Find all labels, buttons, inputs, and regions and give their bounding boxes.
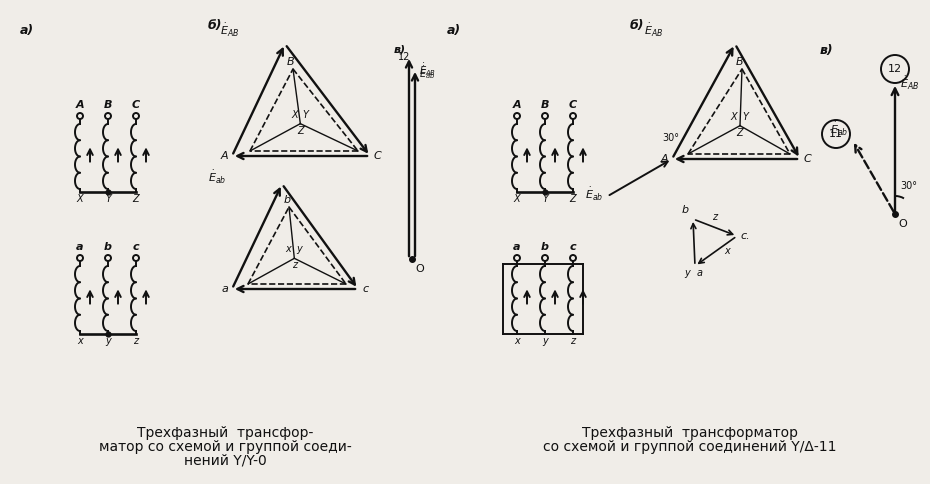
Text: c: c <box>570 242 577 252</box>
Text: B: B <box>287 57 295 67</box>
Text: z: z <box>712 212 718 223</box>
Text: y: y <box>105 336 111 346</box>
Text: б): б) <box>630 19 644 32</box>
Text: $\dot{E}_{AB}$: $\dot{E}_{AB}$ <box>419 61 436 78</box>
Text: $\dot{E}_{ab}$: $\dot{E}_{ab}$ <box>208 169 226 186</box>
Text: $\dot{E}_{ab}$: $\dot{E}_{ab}$ <box>830 121 848 138</box>
Text: A: A <box>512 100 522 110</box>
Text: б): б) <box>208 19 222 32</box>
Text: X: X <box>291 110 298 120</box>
Text: Z: Z <box>133 194 140 204</box>
Text: Y: Y <box>105 194 111 204</box>
Text: x: x <box>514 336 520 346</box>
Text: c: c <box>133 242 140 252</box>
Text: Трехфазный  трансфор-: Трехфазный трансфор- <box>137 426 313 440</box>
Text: в): в) <box>820 44 833 57</box>
Text: C: C <box>804 154 812 164</box>
Text: $\dot{E}_{AB}$: $\dot{E}_{AB}$ <box>900 75 920 91</box>
Text: Z: Z <box>737 128 743 137</box>
Text: y: y <box>684 268 690 278</box>
Text: матор со схемой и группой соеди-: матор со схемой и группой соеди- <box>99 440 352 454</box>
Text: b: b <box>682 205 689 215</box>
Text: со схемой и группой соединений Y/Δ-11: со схемой и группой соединений Y/Δ-11 <box>543 440 837 454</box>
Text: C: C <box>569 100 577 110</box>
Text: b: b <box>541 242 549 252</box>
Text: а): а) <box>447 24 461 37</box>
Text: z: z <box>133 336 139 346</box>
Text: c: c <box>362 284 368 294</box>
Text: Трехфазный  трансформатор: Трехфазный трансформатор <box>582 426 798 440</box>
Text: нений Y/Y-0: нений Y/Y-0 <box>183 454 266 468</box>
Text: $\dot{E}_{AB}$: $\dot{E}_{AB}$ <box>220 22 239 39</box>
Text: A: A <box>75 100 85 110</box>
Text: x: x <box>77 336 83 346</box>
Text: a: a <box>697 268 703 278</box>
Text: A: A <box>220 151 228 161</box>
Text: в): в) <box>394 44 406 54</box>
Text: x: x <box>724 246 730 256</box>
Text: 11: 11 <box>829 129 843 139</box>
Text: y: y <box>297 244 302 254</box>
Text: $\dot{E}_{ab}$: $\dot{E}_{ab}$ <box>585 186 603 203</box>
Text: x: x <box>286 244 291 254</box>
Text: z: z <box>292 260 297 271</box>
Text: A: A <box>660 154 668 164</box>
Text: 12: 12 <box>398 52 410 62</box>
Text: z: z <box>570 336 576 346</box>
Text: b: b <box>104 242 112 252</box>
Text: c.: c. <box>740 231 750 241</box>
Text: $\dot{E}_{ab}$: $\dot{E}_{ab}$ <box>419 64 435 81</box>
Text: B: B <box>737 57 744 67</box>
Text: O: O <box>415 264 424 274</box>
Text: а): а) <box>20 24 34 37</box>
Text: O: O <box>898 219 907 229</box>
Text: B: B <box>540 100 550 110</box>
Text: C: C <box>374 151 381 161</box>
Text: X: X <box>76 194 84 204</box>
Text: B: B <box>104 100 113 110</box>
Text: C: C <box>132 100 140 110</box>
Text: Z: Z <box>297 126 304 136</box>
Text: b: b <box>284 195 290 205</box>
Text: Y: Y <box>742 112 748 121</box>
Text: a: a <box>76 242 84 252</box>
Text: $\dot{E}_{AB}$: $\dot{E}_{AB}$ <box>644 22 663 39</box>
Text: Y: Y <box>302 110 309 120</box>
Text: 30°: 30° <box>900 181 917 191</box>
Text: a: a <box>221 284 228 294</box>
Text: 12: 12 <box>888 64 902 74</box>
Text: a: a <box>513 242 521 252</box>
Text: Z: Z <box>570 194 577 204</box>
Text: X: X <box>513 194 520 204</box>
Text: 30°: 30° <box>662 133 679 143</box>
Text: Y: Y <box>542 194 548 204</box>
Text: y: y <box>542 336 548 346</box>
Text: X: X <box>731 112 737 121</box>
